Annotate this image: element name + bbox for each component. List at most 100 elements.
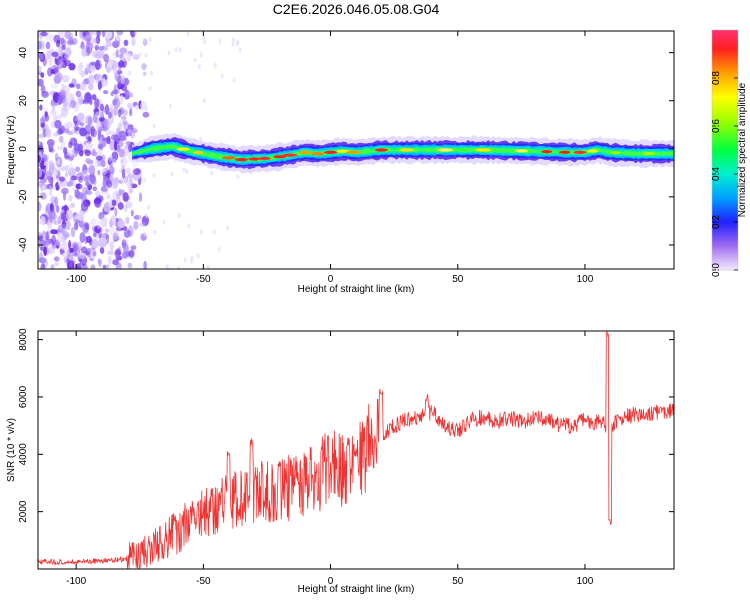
noise-speck	[51, 175, 59, 182]
spectrogram-frame	[37, 30, 675, 270]
noise-speck	[152, 123, 156, 129]
noise-speck	[113, 84, 118, 95]
noise-speck	[113, 106, 118, 117]
colorbar-gradient	[712, 30, 738, 270]
noise-speck	[185, 169, 189, 175]
snr-xlabel: Height of straight line (km)	[298, 584, 415, 595]
noise-speck	[110, 134, 119, 141]
noise-speck	[85, 190, 93, 196]
noise-speck	[126, 102, 134, 110]
noise-speck	[122, 52, 128, 62]
noise-speck	[96, 218, 101, 230]
noise-speck	[58, 176, 66, 182]
noise-speck	[150, 70, 153, 76]
noise-speck	[91, 50, 99, 58]
noise-speck	[40, 216, 46, 226]
ridge-hotspot	[258, 156, 271, 161]
noise-speck	[78, 176, 83, 183]
noise-speck	[88, 83, 94, 91]
noise-speck	[55, 157, 60, 167]
noise-speck	[66, 181, 72, 187]
noise-speck	[122, 192, 129, 203]
noise-speck	[95, 159, 100, 168]
noise-speck	[125, 216, 130, 225]
noise-speck	[120, 175, 125, 186]
noise-speck	[80, 201, 89, 212]
spectrogram-xtick-label: 0	[328, 274, 334, 285]
noise-speck	[124, 204, 128, 213]
snr-panel: -100 -50 0 50 100 2000 4000 6000 8000 Height of …	[6, 328, 675, 595]
noise-speck	[49, 185, 53, 197]
noise-speck	[127, 70, 132, 76]
noise-speck	[108, 154, 113, 162]
noise-speck	[110, 91, 114, 97]
noise-speck	[45, 114, 50, 122]
noise-speck	[117, 202, 124, 210]
noise-speck	[210, 170, 213, 176]
colorbar-label: Normalized spectral amplitude	[737, 82, 748, 217]
noise-speck	[61, 231, 69, 236]
noise-speck	[148, 85, 152, 91]
noise-speck	[77, 112, 85, 122]
noise-speck	[67, 156, 74, 162]
noise-speck	[55, 205, 60, 213]
spectrogram-ytick-label: 20	[18, 95, 29, 107]
colorbar: 0.0 0.2 0.4 0.6 0.8 Normalized spectral ampl…	[711, 29, 748, 277]
colorbar-tick-label: 0.6	[711, 119, 722, 133]
noise-speck	[177, 213, 181, 219]
ridge-hotspot	[475, 148, 492, 152]
noise-speck	[165, 263, 169, 269]
noise-speck	[125, 201, 133, 209]
noise-speck	[100, 160, 106, 168]
noise-speck	[122, 251, 128, 259]
noise-speck	[115, 249, 122, 256]
noise-speck	[60, 106, 68, 118]
spectrogram-ylabel: Frequency (Hz)	[6, 116, 17, 185]
noise-speck	[148, 37, 152, 42]
noise-speck	[50, 110, 57, 116]
noise-speck	[60, 83, 66, 90]
noise-speck	[47, 67, 53, 77]
spectrogram-ytick-label: -40	[18, 237, 29, 252]
noise-speck	[41, 184, 46, 191]
noise-speck	[39, 104, 43, 111]
noise-speck	[38, 133, 45, 139]
noise-speck	[40, 72, 45, 78]
noise-speck	[94, 98, 100, 109]
noise-speck	[97, 129, 102, 140]
noise-speck	[61, 75, 70, 83]
noise-speck	[197, 64, 201, 69]
snr-ylabel: SNR (10 * v/v)	[6, 418, 17, 482]
noise-speck	[51, 234, 56, 246]
noise-speck	[50, 264, 55, 269]
colorbar-tick-label: 0.2	[711, 215, 722, 229]
noise-speck	[95, 191, 101, 198]
noise-speck	[124, 89, 131, 100]
noise-speck	[85, 181, 90, 187]
spectrogram-xtick-label: 50	[452, 274, 464, 285]
noise-speck	[77, 91, 81, 96]
noise-speck	[126, 167, 131, 175]
noise-speck	[120, 74, 125, 85]
noise-speck	[127, 53, 132, 62]
noise-speck	[143, 71, 147, 77]
colorbar-frame	[711, 29, 739, 271]
noise-speck	[96, 155, 103, 161]
noise-speck	[123, 244, 130, 254]
noise-speck	[44, 161, 52, 166]
noise-speck	[138, 192, 143, 202]
noise-speck	[152, 172, 156, 178]
ridge-hotspot	[399, 148, 415, 152]
noise-speck	[123, 229, 131, 239]
noise-speck	[85, 235, 92, 243]
noise-speck	[39, 141, 43, 152]
noise-speck	[130, 245, 137, 251]
snr-xtick-label: -100	[66, 576, 86, 587]
noise-speck	[89, 65, 96, 73]
noise-speck	[45, 237, 52, 246]
noise-speck	[117, 140, 124, 148]
noise-speck	[85, 140, 93, 151]
noise-speck	[84, 115, 93, 126]
noise-speck	[103, 53, 109, 63]
noise-speck	[104, 45, 109, 51]
